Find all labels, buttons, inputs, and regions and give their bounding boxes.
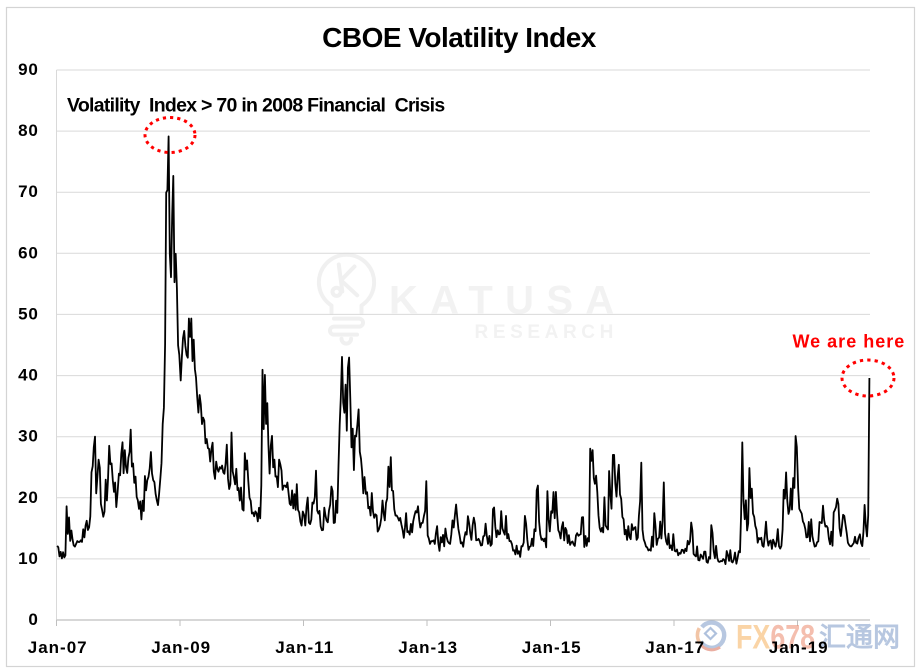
svg-text:Jan-19: Jan-19 [769, 638, 829, 657]
svg-text:Jan-17: Jan-17 [645, 638, 705, 657]
svg-text:RESEARCH: RESEARCH [475, 322, 618, 343]
svg-text:50: 50 [18, 304, 39, 323]
svg-text:70: 70 [18, 182, 39, 201]
svg-text:KATUSA: KATUSA [389, 279, 627, 323]
svg-text:20: 20 [18, 488, 39, 507]
svg-text:40: 40 [18, 366, 39, 385]
svg-text:We are here: We are here [793, 332, 906, 352]
svg-text:CBOE Volatility Index: CBOE Volatility Index [322, 22, 597, 53]
svg-text:Jan-13: Jan-13 [398, 638, 458, 657]
svg-text:90: 90 [18, 60, 39, 79]
svg-text:30: 30 [18, 427, 39, 446]
svg-text:Volatility Index > 70 in 2008: Volatility Index > 70 in 2008 Financial … [67, 95, 445, 117]
svg-text:Jan-07: Jan-07 [28, 638, 88, 657]
svg-text:10: 10 [18, 549, 39, 568]
svg-text:Jan-15: Jan-15 [522, 638, 582, 657]
svg-text:0: 0 [28, 610, 38, 629]
svg-text:60: 60 [18, 243, 39, 262]
svg-text:Jan-09: Jan-09 [151, 638, 211, 657]
svg-text:Jan-11: Jan-11 [275, 638, 334, 657]
svg-text:80: 80 [18, 121, 39, 140]
svg-text:汇通网: 汇通网 [819, 623, 900, 653]
svg-text:FX678: FX678 [736, 619, 815, 657]
